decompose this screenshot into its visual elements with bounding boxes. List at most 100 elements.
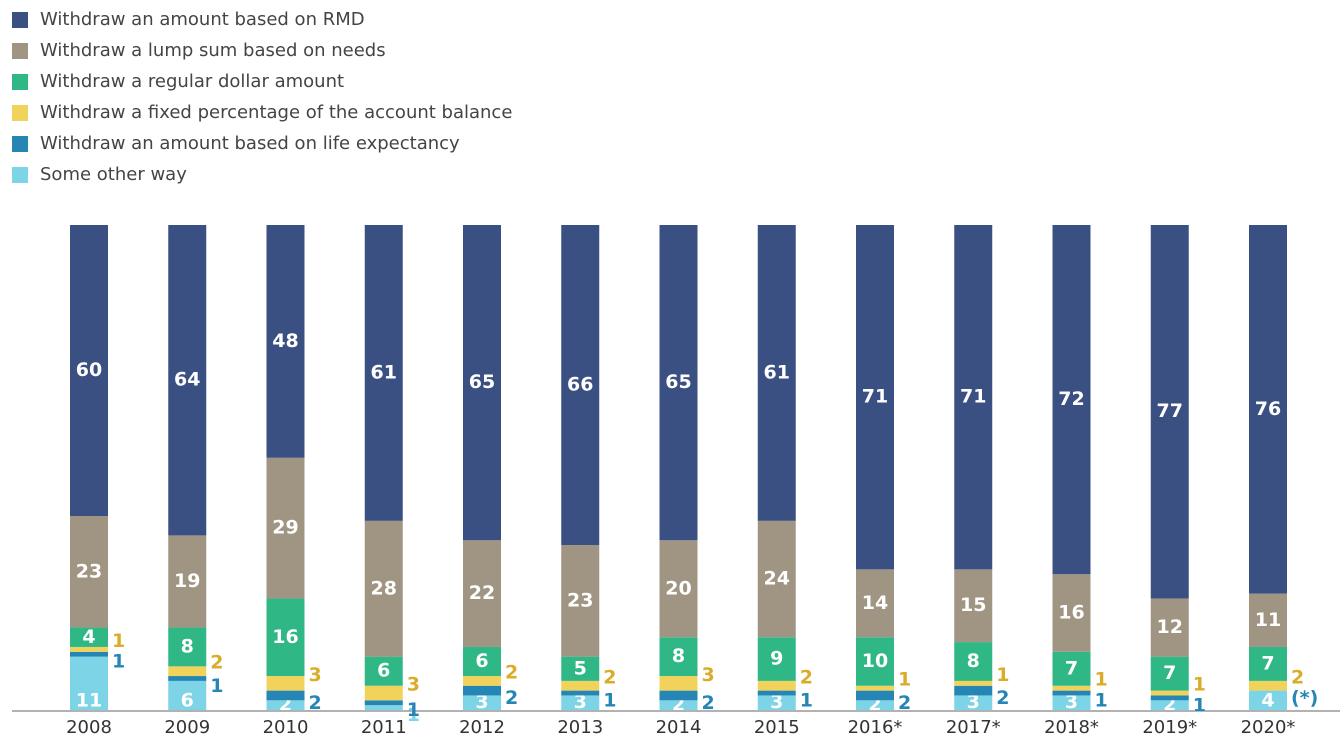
bar-segment [364,700,403,706]
bar-segment [659,540,698,638]
value-label: 4 [82,626,95,648]
bar-segment [561,225,600,546]
legend-label: Withdraw a regular dollar amount [40,71,344,92]
legend-label: Withdraw a fixed percentage of the accou… [40,102,512,123]
value-label: 20 [665,577,691,599]
bar-segment [1052,225,1091,575]
bar-segment [954,225,993,570]
bar-segment [168,535,207,628]
bar-segment [856,700,894,710]
value-label: 9 [770,648,783,670]
value-label: 12 [1157,616,1183,638]
bar-segment [70,646,108,652]
value-label: 16 [1058,602,1084,624]
value-label: 61 [764,361,790,383]
value-label: 29 [272,517,298,539]
value-label: 1 [407,699,420,721]
value-label: 65 [665,371,691,393]
bar-segment [757,695,796,710]
value-label: 48 [272,330,298,352]
bar-segment [70,651,108,657]
value-label: 2 [800,666,813,688]
bar-segment [1249,680,1287,691]
bar-segment [70,627,108,647]
bar-segment [266,225,305,458]
bar-segment [856,685,894,691]
value-label: 8 [181,635,194,657]
bar-segment [856,690,894,701]
value-label: 66 [567,374,593,396]
bar-segment [364,656,403,686]
value-label: 8 [967,650,980,672]
value-label: 2 [309,692,322,714]
legend-swatch [12,43,28,59]
value-label: 6 [181,690,194,712]
x-tick-label: 2014 [656,717,702,738]
bar-segment [659,690,698,701]
bar-segment [659,676,698,691]
bar-segment [757,637,796,681]
value-label: 23 [76,560,102,582]
bar-segment [1150,700,1189,710]
bar-segment [364,705,403,710]
x-tick-label: 2019* [1142,717,1197,738]
value-label: 3 [574,691,587,713]
value-label: 71 [960,386,986,408]
value-label: 1 [112,630,125,652]
bar-segment [561,545,600,657]
value-label: 1 [1193,674,1206,696]
bar-segment [757,225,796,521]
bar-segment [364,225,403,521]
value-label: 61 [371,361,397,383]
bar-segment [1249,593,1287,647]
value-label: 1 [996,664,1009,686]
bar-segment [659,700,698,710]
bar-segment [954,695,993,710]
value-label: 1 [1095,669,1108,691]
value-label: 2 [603,666,616,688]
value-label: 10 [862,650,888,672]
value-label: 3 [967,691,980,713]
bar-segment [70,225,108,516]
value-label: 1 [407,704,420,726]
x-tick-label: 2012 [459,717,505,738]
bar-segment [954,685,993,696]
legend-swatch [12,136,28,152]
value-label: 3 [1065,691,1078,713]
value-label: 22 [469,582,495,604]
bar-segment [659,637,698,677]
value-label: 2 [505,687,518,709]
value-label: 1 [1095,690,1108,712]
bar-segment [1150,695,1189,701]
x-tick-label: 2008 [66,717,112,738]
value-label: 2 [898,692,911,714]
value-label: 19 [174,570,200,592]
x-tick-label: 2018* [1044,717,1099,738]
bar-segment [757,690,796,696]
value-label: 2 [210,652,223,674]
bar-segment [266,676,305,691]
x-tick-label: 2011 [361,717,407,738]
value-label: 4 [1261,690,1274,712]
value-label: 72 [1058,388,1084,410]
x-tick-label: 2017* [946,717,1001,738]
bar-segment [463,685,501,696]
bar-segment [266,598,305,677]
bar-segment [561,690,600,696]
value-label: (*) [1291,687,1318,709]
bar-segment [463,225,501,541]
x-tick-label: 2016* [848,717,903,738]
legend-swatch [12,74,28,90]
bar-segment [364,685,403,701]
bar-segment [1249,690,1287,710]
bar-segment [168,680,207,710]
bar-segment [561,695,600,710]
bar-segment [757,520,796,638]
bar-segment [463,695,501,710]
bar-segment [856,225,894,570]
value-label: 1 [898,669,911,691]
value-label: 14 [862,592,888,614]
value-label: 1 [112,651,125,673]
bar-segment [1249,225,1287,594]
